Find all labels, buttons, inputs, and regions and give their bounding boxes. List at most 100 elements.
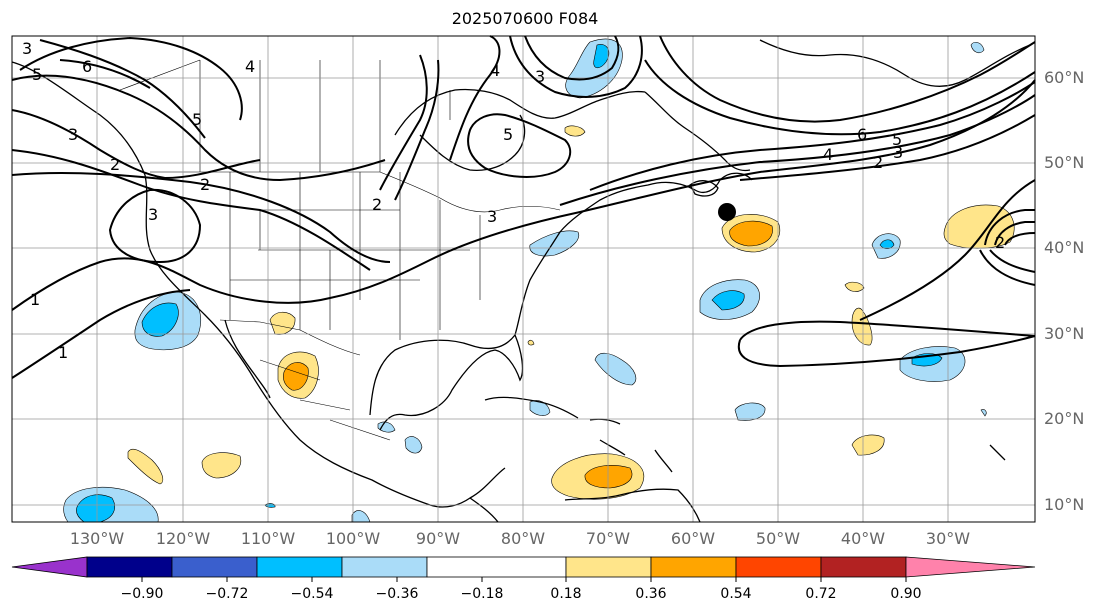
contour-label: 2: [200, 175, 210, 194]
colorbar-tick-label: −0.36: [375, 586, 419, 602]
contour-line: [509, 35, 643, 98]
colorbar-tick-label: −0.90: [120, 586, 164, 602]
contour-label: 1: [58, 343, 68, 362]
coastline-gulf: [369, 333, 524, 431]
contour-line: [979, 249, 1036, 286]
contour-label: 5: [503, 125, 513, 144]
contour-line: [449, 35, 501, 161]
contour-label: 5: [892, 130, 902, 149]
lon-label: 100°W: [325, 529, 381, 548]
location-marker: [718, 203, 736, 221]
colorbar-tick-label: −0.18: [460, 586, 504, 602]
anomaly-fill: [593, 44, 609, 69]
colorbar: [11, 556, 1036, 578]
contour-label: 4: [245, 57, 255, 76]
contour-line: [589, 81, 1036, 191]
lat-label: 10°N: [1044, 495, 1085, 514]
coastline-newfoundland: [689, 180, 719, 197]
coastlines: [11, 39, 1031, 523]
colorbar-tick-label: 0.36: [635, 586, 667, 602]
anomaly-fill: [970, 41, 985, 54]
colorbar-tick-label: 0.54: [720, 586, 752, 602]
colorbar-tick-label: −0.72: [205, 586, 249, 602]
coastline-hudson: [394, 88, 646, 136]
contour-label: 3: [487, 207, 497, 226]
contour-label-group: 3 5 6 4 3 5 2 3 2 1 1 6 5 4 3 2 2 3 5 4 …: [22, 39, 1005, 362]
coastline-central-america: [469, 497, 499, 523]
coastline-hudson-bay: [419, 114, 526, 171]
anomaly-fill: [283, 362, 309, 391]
graticule: [12, 36, 1035, 522]
lon-label: 80°W: [500, 529, 546, 548]
colorbar-segment: [256, 556, 343, 578]
lon-label: 110°W: [240, 529, 296, 548]
lat-label: 50°N: [1044, 153, 1085, 172]
contour-line: [11, 79, 1036, 311]
coastline-greenland: [759, 39, 1031, 87]
anomaly-fill: [141, 302, 179, 337]
anomaly-fill: [711, 290, 745, 311]
lon-label: 40°W: [840, 529, 886, 548]
lon-label: 120°W: [155, 529, 211, 548]
border-canada-provinces: [119, 59, 451, 172]
border-us-mexico: [219, 319, 361, 356]
contour-line: [659, 35, 1036, 123]
anomaly-fill: [529, 400, 551, 416]
contour-line: [859, 179, 1036, 321]
anomaly-fill: [584, 465, 633, 489]
contour-line: [11, 74, 386, 182]
colorbar-segment: [171, 556, 258, 578]
lon-label: 60°W: [670, 529, 716, 548]
contour-line: [467, 113, 572, 178]
coastline-hispaniola: [589, 418, 621, 425]
colorbar-extend-high: [905, 556, 1036, 578]
contour-label: 6: [857, 125, 867, 144]
contour-label: 4: [490, 61, 500, 80]
anomaly-fill: [594, 352, 637, 386]
lat-label: 40°N: [1044, 238, 1085, 257]
lat-label: 30°N: [1044, 324, 1085, 343]
anomaly-fill: [127, 448, 164, 485]
plot-frame: [11, 35, 1036, 523]
anomaly-fill: [734, 402, 766, 421]
contour-label: 4: [823, 145, 833, 164]
contour-label: 1: [30, 290, 40, 309]
contour-line: [379, 54, 428, 191]
coastline-north-america: [11, 61, 506, 508]
contour-line: [524, 35, 620, 81]
contour-line: [1004, 232, 1036, 246]
lon-label: 90°W: [415, 529, 461, 548]
contour-line: [989, 249, 1036, 273]
contour-line: [59, 59, 151, 89]
contour-label: 3: [68, 125, 78, 144]
contour-label: 3: [22, 39, 32, 58]
anomaly-fill: [404, 436, 423, 454]
contour-line: [994, 221, 1035, 246]
lat-label: 20°N: [1044, 409, 1085, 428]
contour-line: [11, 149, 371, 271]
contour-line: [19, 36, 243, 121]
contour-label: 2: [995, 233, 1005, 252]
contour-label: 2: [873, 153, 883, 172]
colorbar-ticks: [141, 577, 907, 582]
coastline-baja: [224, 319, 271, 399]
contour-label: 5: [32, 65, 42, 84]
lon-label: 30°W: [925, 529, 971, 548]
anomaly-fill: [527, 339, 535, 346]
anomaly-fill: [201, 452, 242, 479]
map-title: 2025070600 F084: [451, 9, 599, 28]
contour-lines: [11, 35, 1036, 379]
contour-line: [559, 94, 1036, 206]
contour-label: 6: [82, 57, 92, 76]
contour-label: 5: [192, 110, 202, 129]
colorbar-segment: [735, 556, 822, 578]
lon-label: 50°W: [755, 529, 801, 548]
anomaly-fill: [980, 409, 987, 417]
colorbar-segment: [426, 556, 567, 578]
contour-label: 2: [110, 155, 120, 174]
anomaly-fill: [851, 434, 885, 456]
contour-line: [737, 335, 1036, 368]
colorbar-tick-label: −0.54: [290, 586, 334, 602]
contour-line: [739, 114, 1036, 181]
